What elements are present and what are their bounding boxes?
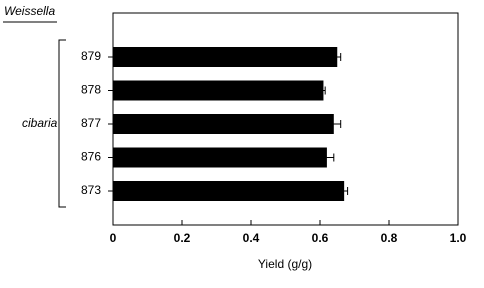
y-tick-label: 873 [81, 183, 101, 197]
x-tick-label: 0.6 [312, 231, 329, 245]
species-label: cibaria [22, 116, 58, 130]
x-axis-label: Yield (g/g) [258, 257, 312, 271]
x-tick-label: 0.8 [381, 231, 398, 245]
genus-label: Weissella [4, 4, 55, 18]
x-tick-label: 0 [110, 231, 117, 245]
y-tick-label: 877 [81, 116, 101, 130]
bar [113, 80, 324, 101]
bar [113, 181, 345, 201]
y-tick-label: 878 [81, 83, 101, 97]
x-tick-label: 1.0 [450, 231, 467, 245]
x-tick-label: 0.2 [174, 231, 191, 245]
error-bar [326, 120, 342, 128]
error-bar [340, 187, 349, 195]
error-bar [320, 153, 335, 162]
y-tick-label: 879 [81, 49, 101, 63]
bar [113, 114, 334, 134]
y-tick-label: 876 [81, 150, 101, 164]
species-bracket [58, 39, 66, 208]
bar [113, 47, 338, 67]
x-tick-label: 0.4 [243, 231, 260, 245]
bar [113, 147, 327, 168]
error-bar [333, 53, 342, 61]
error-bar [321, 86, 326, 95]
